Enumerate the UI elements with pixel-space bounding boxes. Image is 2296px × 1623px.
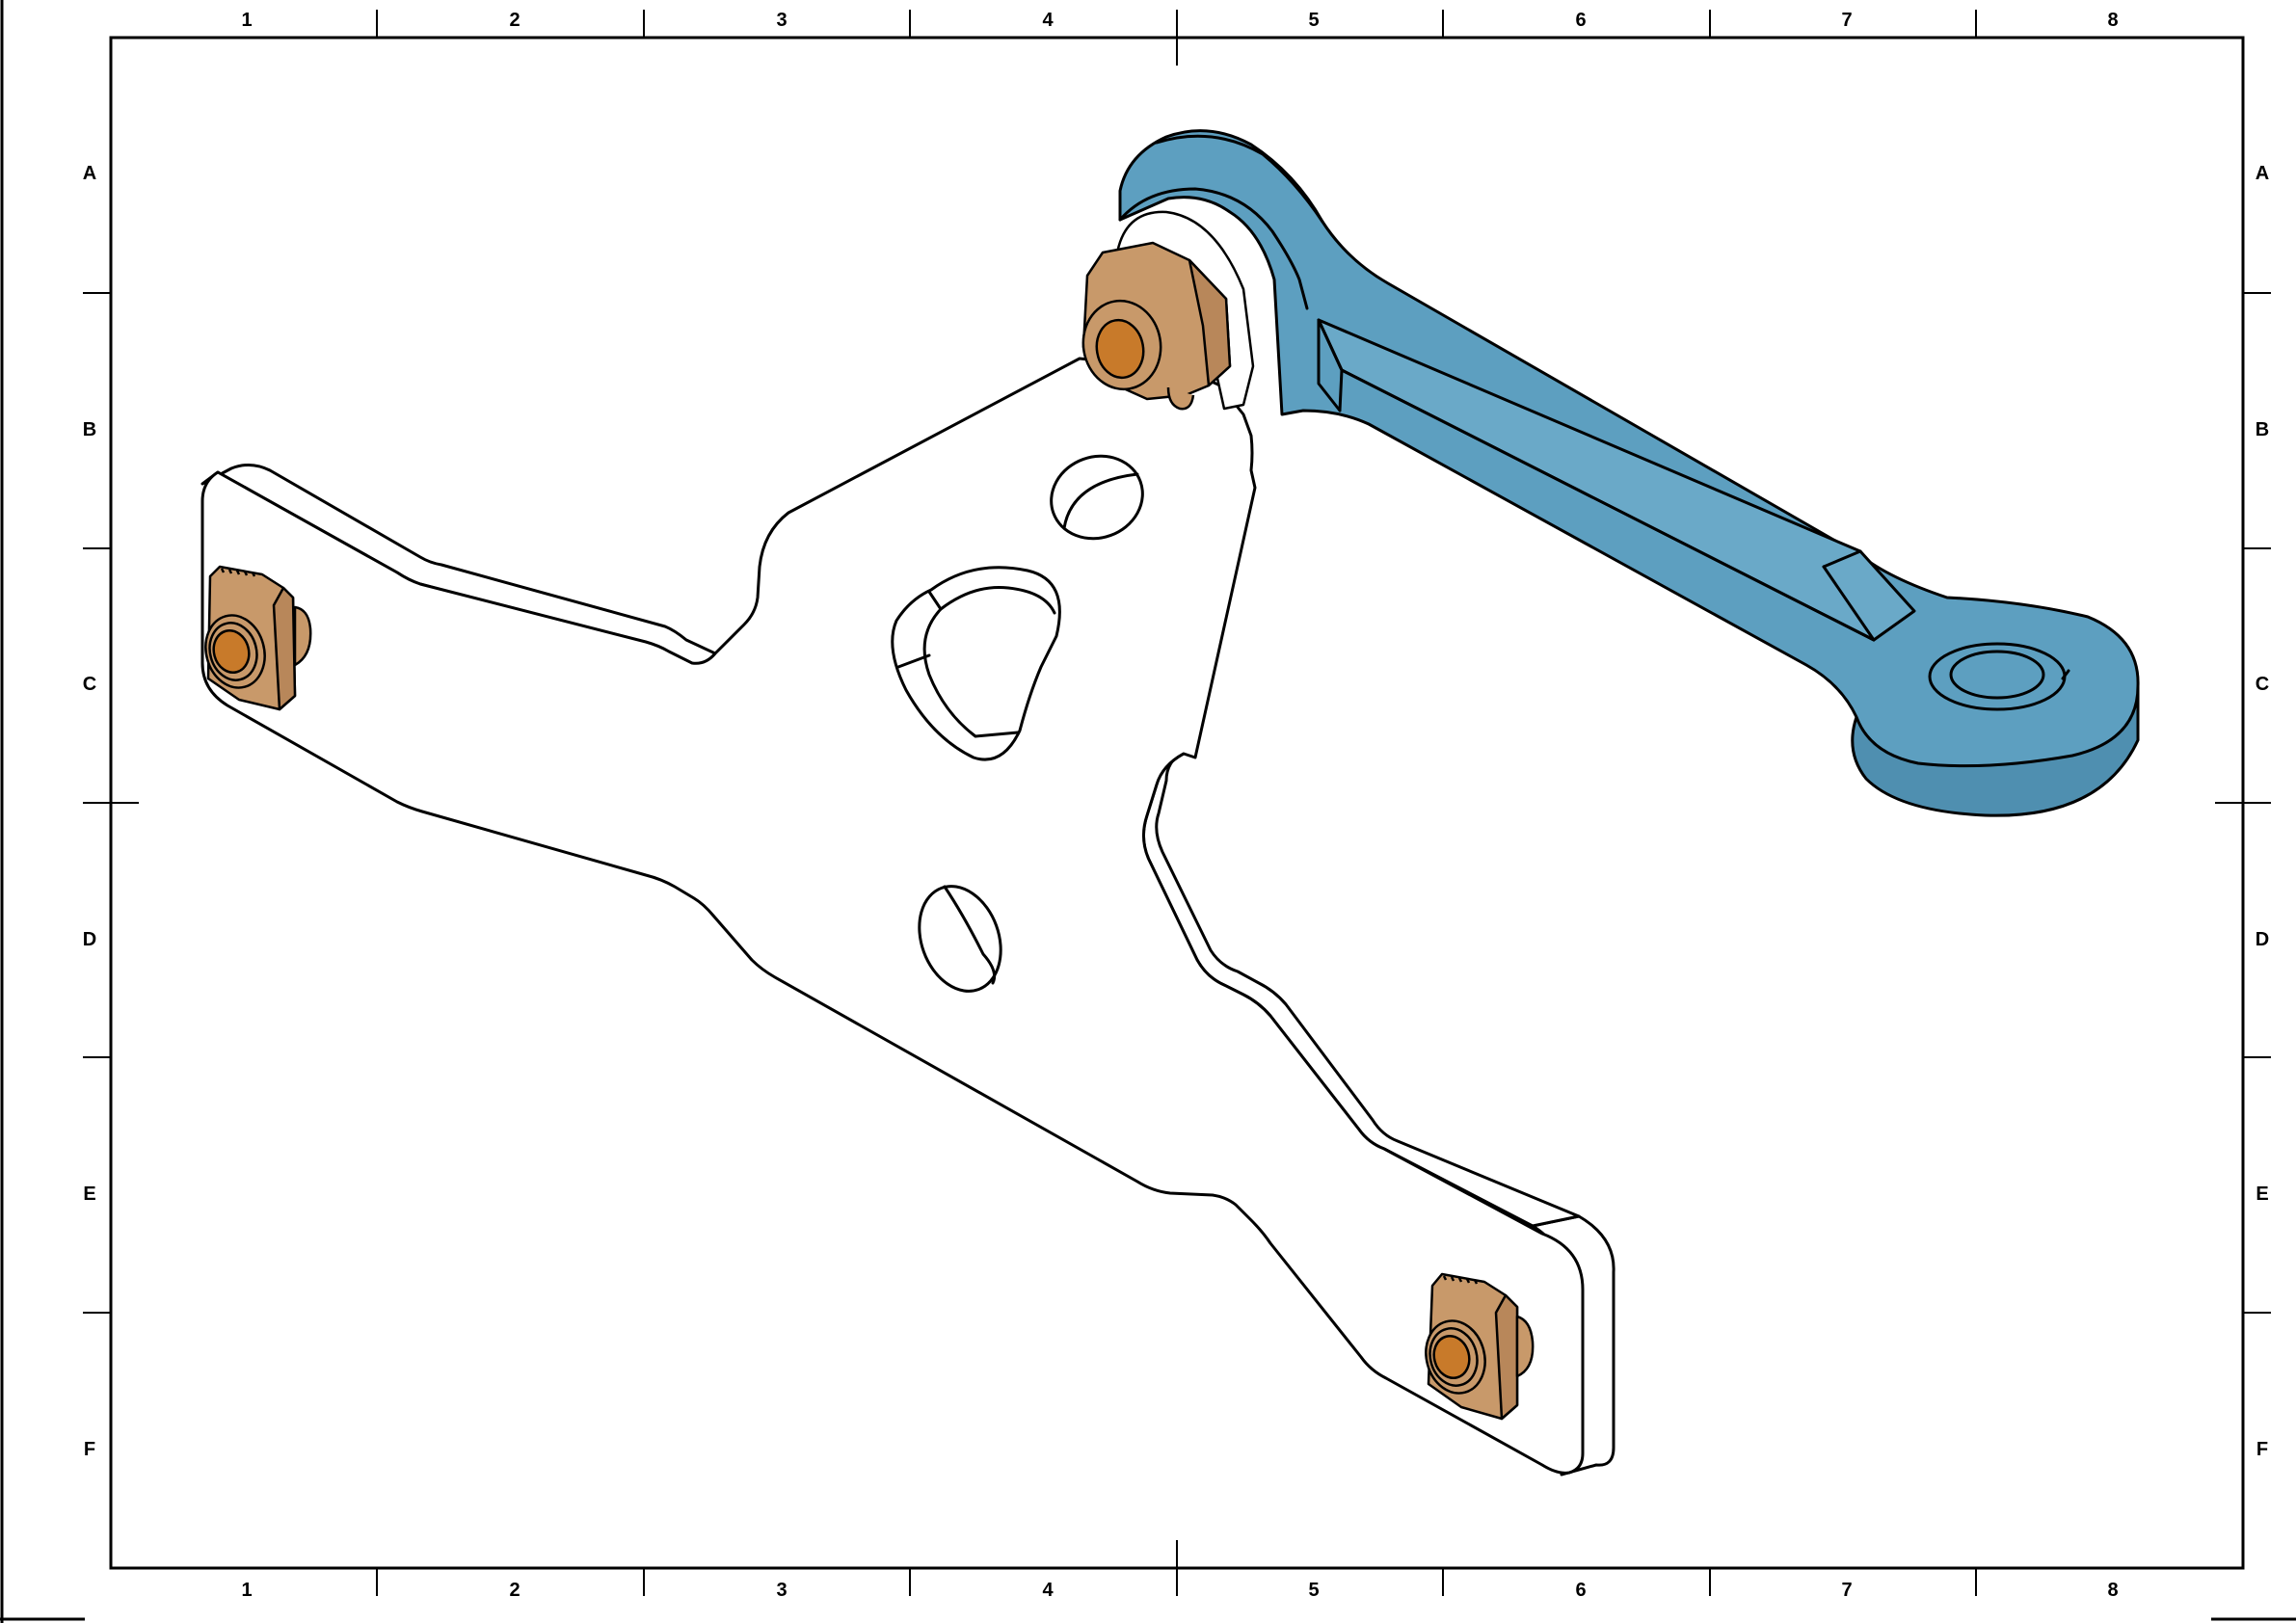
row-label: A bbox=[2256, 163, 2269, 184]
lever-arm-top-edge bbox=[1118, 187, 1309, 310]
lever-arm-bore bbox=[1949, 650, 2045, 700]
column-label: 8 bbox=[2107, 1580, 2118, 1601]
plate-hole-lower bbox=[918, 885, 1002, 993]
column-label: 7 bbox=[1841, 10, 1852, 31]
column-label: 7 bbox=[1841, 1580, 1852, 1601]
lever-arm-pocket bbox=[1317, 318, 1916, 642]
column-label: 4 bbox=[1042, 1580, 1054, 1601]
column-label: 5 bbox=[1308, 10, 1319, 31]
column-label: 6 bbox=[1575, 10, 1586, 31]
pivot-nut bbox=[1081, 210, 1255, 411]
column-label: 2 bbox=[509, 1580, 520, 1601]
row-label: D bbox=[2256, 929, 2269, 950]
t-slot-nut-left-bore bbox=[212, 628, 251, 675]
column-label: 3 bbox=[776, 1580, 787, 1601]
plate-hole-center bbox=[891, 566, 1061, 761]
column-label: 2 bbox=[509, 10, 520, 31]
column-labels-top: 1 2 3 4 5 6 7 8 bbox=[241, 10, 2118, 31]
row-label: C bbox=[2256, 674, 2269, 695]
t-slot-nut-right-bore bbox=[1432, 1334, 1471, 1380]
zone-ticks bbox=[83, 10, 2271, 1596]
row-label: B bbox=[83, 419, 96, 440]
row-label: E bbox=[83, 1184, 95, 1205]
column-label: 1 bbox=[241, 1580, 252, 1601]
row-label: F bbox=[2256, 1439, 2268, 1460]
column-labels-bottom: 1 2 3 4 5 6 7 8 bbox=[241, 1580, 2118, 1601]
column-label: 4 bbox=[1042, 10, 1054, 31]
row-label: E bbox=[2256, 1184, 2268, 1205]
column-label: 8 bbox=[2107, 10, 2118, 31]
t-slot-nut-right bbox=[1425, 1272, 1535, 1421]
column-label: 3 bbox=[776, 10, 787, 31]
column-label: 1 bbox=[241, 10, 252, 31]
t-slot-nut-left bbox=[204, 565, 312, 711]
row-label: A bbox=[83, 163, 96, 184]
pivot-nut-bore bbox=[1095, 318, 1145, 380]
plate-hole-upper bbox=[1050, 454, 1144, 541]
lever-arm bbox=[1118, 129, 2140, 817]
row-label: F bbox=[84, 1439, 95, 1460]
row-labels-right: A B C D E F bbox=[2256, 163, 2269, 1460]
row-label: B bbox=[2256, 419, 2269, 440]
row-label: D bbox=[83, 929, 96, 950]
row-labels-left: A B C D E F bbox=[83, 163, 96, 1460]
column-label: 6 bbox=[1575, 1580, 1586, 1601]
mounting-plate bbox=[200, 357, 1615, 1477]
plate-face bbox=[200, 357, 1585, 1475]
column-label: 5 bbox=[1308, 1580, 1319, 1601]
row-label: C bbox=[83, 674, 96, 695]
